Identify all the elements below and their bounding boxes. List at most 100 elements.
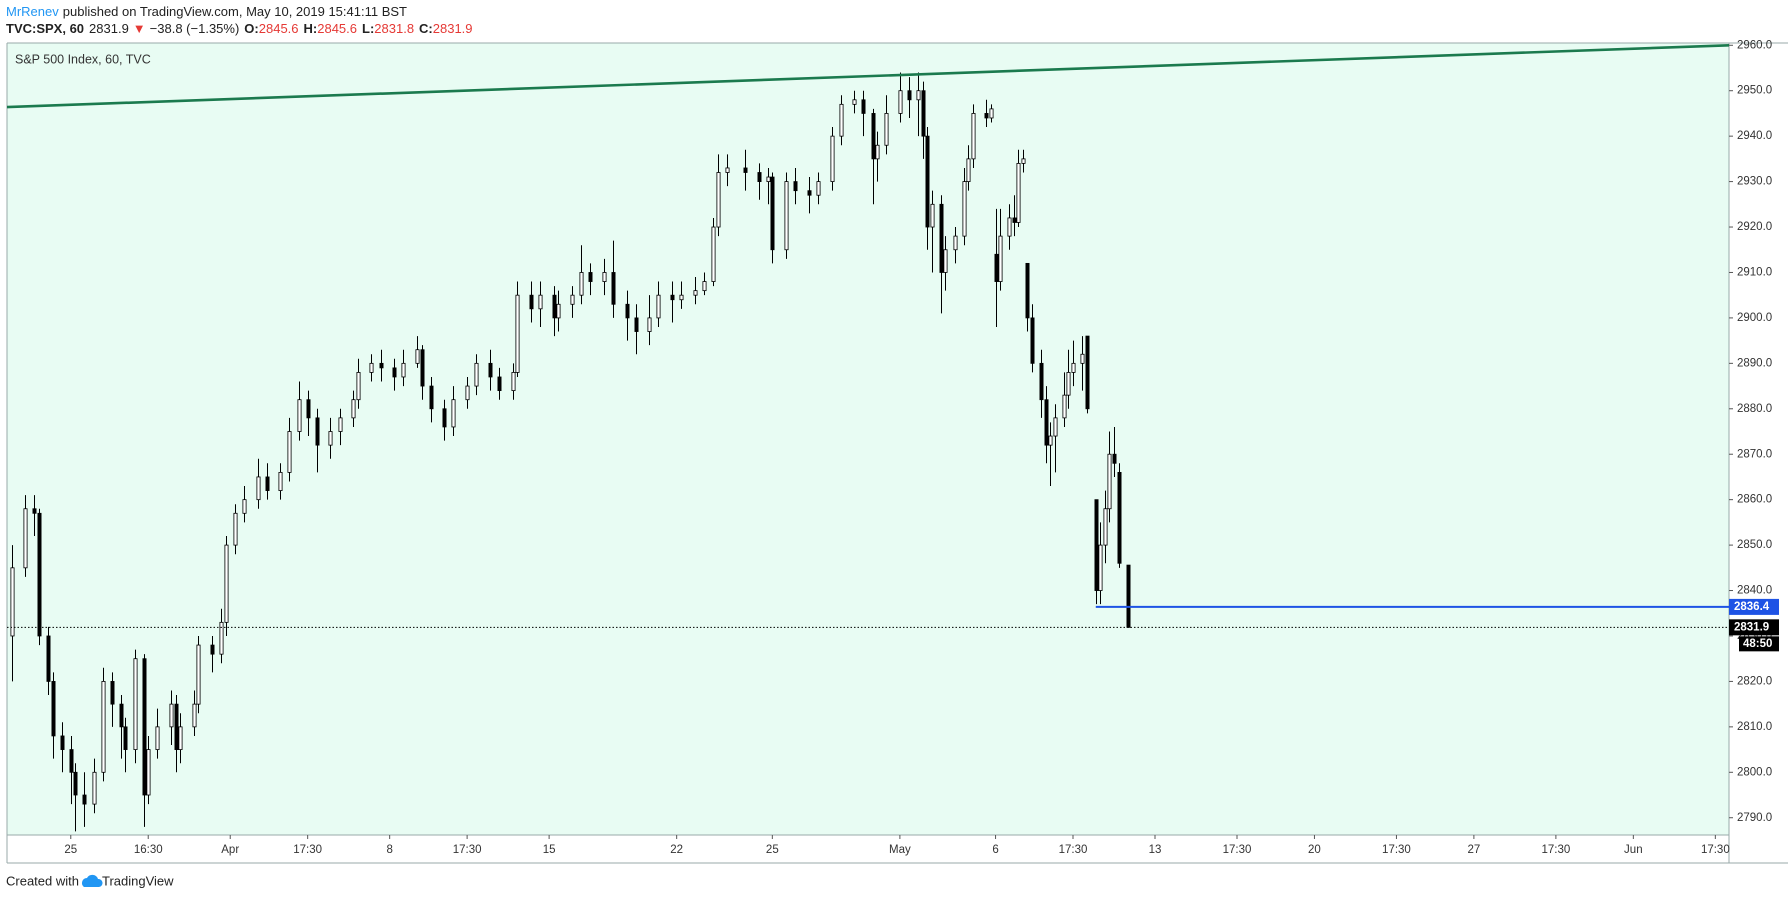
candle-body [1039,362,1044,401]
candle-body [297,399,302,432]
candle-body [465,385,470,401]
author[interactable]: MrRenev [6,4,59,19]
candle-body [770,176,775,251]
candle-body [451,399,456,428]
candle-body [37,512,42,637]
candle-body [133,658,138,750]
x-tick-label: 17:30 [1382,844,1411,856]
x-tick-label: 6 [992,844,998,856]
candle-body [693,290,698,296]
footer-created: Created with [6,873,79,888]
candle-body [1098,544,1103,591]
ohlc-label: L: [362,21,374,36]
countdown: 48:50 [1743,638,1772,650]
ohlc-label: O: [244,21,258,36]
candle-body [830,135,835,182]
candle-body [930,203,935,228]
candle-body [210,644,215,655]
y-tick-label: 2860.0 [1737,494,1772,506]
candle-body [994,253,999,282]
candle-body [579,272,584,296]
y-tick-label: 2900.0 [1737,312,1772,324]
x-tick-label: 17:30 [1223,844,1252,856]
ohlc-label: C: [419,21,433,36]
candle-body [488,362,493,378]
candle-body [101,681,106,773]
last-price-label-bg [1729,619,1779,636]
candle-body [1048,435,1053,446]
candle-body [515,294,520,373]
x-tick-label: May [889,844,911,856]
candle-body [1053,417,1058,437]
candle-body [875,144,880,160]
candle-body [110,681,115,705]
y-tick-label: 2890.0 [1737,357,1772,369]
candle-body [971,113,976,160]
candle-body [588,272,593,282]
candle-body [219,621,224,655]
header-line: MrRenev published on TradingView.com, May… [6,4,407,19]
candle-body [570,294,575,305]
candle-body [192,703,197,728]
candle-body [852,99,857,105]
candle-body [839,103,844,137]
candle-body [401,362,406,378]
candle-body [757,172,762,182]
candle-body [670,294,675,301]
candle-body [861,99,866,114]
candle-body [328,431,333,446]
x-tick-label: 25 [64,844,77,856]
candle-body [82,794,87,805]
published: published on TradingView.com, May 10, 20… [63,4,407,19]
candle-body [233,512,238,546]
candle-body [429,385,434,410]
candle-body [474,362,479,387]
candle-body [1062,394,1067,419]
candle-body [793,181,798,192]
candle-body [379,362,384,369]
candle-body [716,172,721,228]
candle-body [538,294,543,310]
candle-body [511,372,516,392]
symbol: TVC:SPX, 60 [6,21,84,36]
candle-body [1071,362,1076,373]
candle-body [625,303,630,319]
candle-body [119,703,124,728]
candle-body [1025,262,1030,319]
candle-body [497,376,502,392]
candle-body [1066,372,1071,396]
candle-body [287,431,292,473]
candle-body [169,703,174,728]
candle-body [884,113,889,146]
candle-body [1007,217,1012,237]
brand-icon [81,874,103,887]
candle-body [278,471,283,491]
x-tick-label: 27 [1467,844,1480,856]
candle-body [766,176,771,182]
candle-body [51,681,56,737]
candle-body [155,726,160,750]
candle-body [816,181,821,196]
candle-body [998,235,1003,282]
candle-body [10,567,15,637]
plot-area [7,43,1729,835]
x-tick-label: 17:30 [453,844,482,856]
candle-body [92,771,97,805]
y-tick-label: 2790.0 [1737,812,1772,824]
y-tick-label: 2910.0 [1737,266,1772,278]
y-tick-label: 2960.0 [1737,39,1772,51]
candle-body [953,235,958,251]
candle-body [60,735,65,750]
candle-body [725,167,730,173]
candle-body [442,408,447,428]
candle-body [420,349,425,387]
candle-body [178,726,183,750]
change: −38.8 (−1.35%) [150,21,240,36]
candle-body [984,113,989,119]
footer-brand[interactable]: TradingView [102,873,174,888]
candle-body [966,158,971,182]
candle-body [1030,317,1035,364]
candle-body [679,294,684,301]
